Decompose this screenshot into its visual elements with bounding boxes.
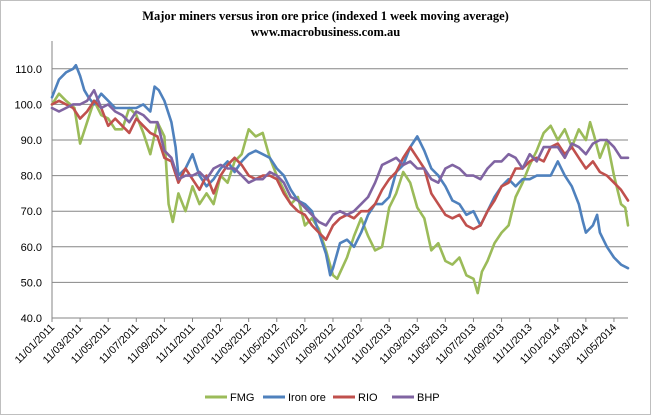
legend-label-fmg: FMG: [230, 392, 254, 404]
y-tick-label: 80.0: [21, 171, 42, 183]
series-line-iron-ore: [50, 63, 630, 277]
chart-subtitle: www.macrobusiness.com.au: [250, 25, 401, 39]
y-tick-label: 60.0: [21, 242, 42, 254]
series-line-rio: [50, 99, 630, 241]
y-tick-label: 40.0: [21, 313, 42, 325]
y-tick-label: 90.0: [21, 135, 42, 147]
series-line-fmg: [50, 92, 630, 295]
series-line-bhp: [50, 88, 630, 227]
y-tick-label: 50.0: [21, 277, 42, 289]
y-tick-label: 100.0: [14, 99, 42, 111]
legend-label-rio: RIO: [358, 392, 378, 404]
y-tick-label: 70.0: [21, 206, 42, 218]
chart-title: Major miners versus iron ore price (inde…: [142, 9, 509, 23]
chart-title-block: Major miners versus iron ore price (inde…: [0, 8, 651, 40]
legend-label-iron-ore: Iron ore: [288, 392, 326, 404]
y-tick-label: 110.0: [15, 64, 42, 76]
legend-label-bhp: BHP: [417, 392, 440, 404]
